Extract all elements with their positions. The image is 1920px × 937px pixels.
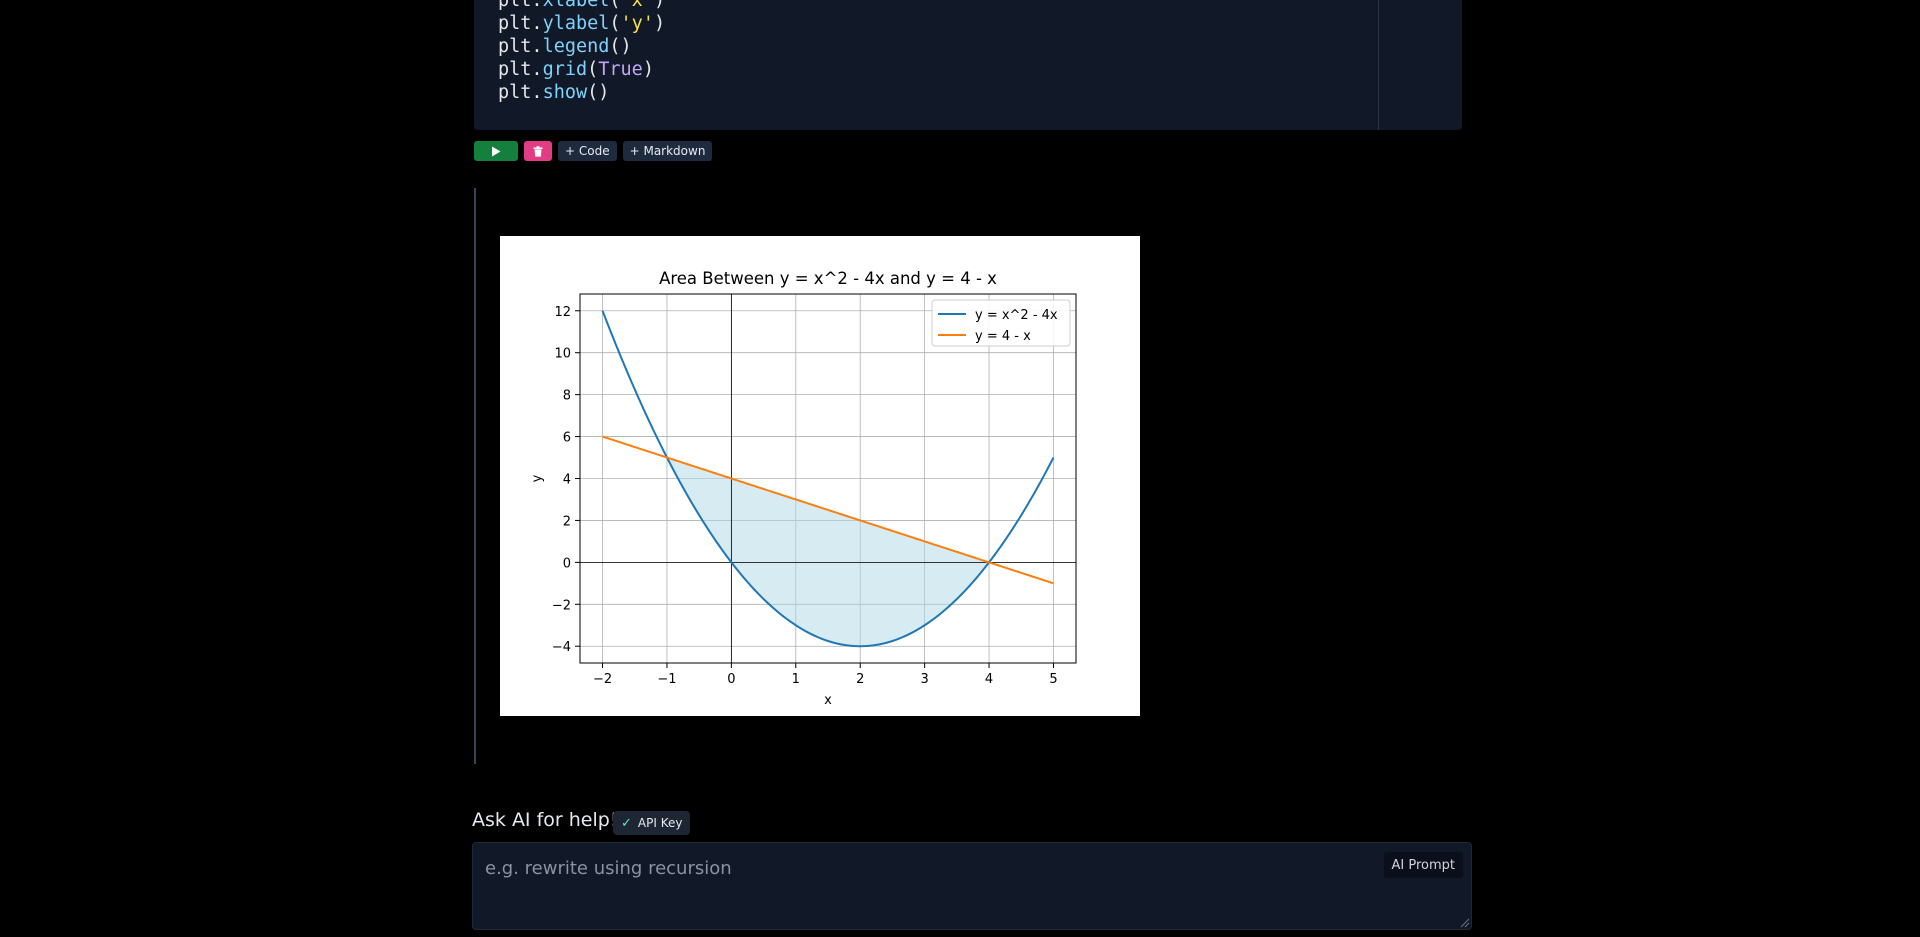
- code-cell-side-panel: [1378, 0, 1462, 130]
- y-tick-label: 8: [563, 389, 571, 404]
- play-icon: [492, 146, 501, 156]
- code-token: (): [609, 36, 632, 57]
- x-tick-label: 5: [1049, 672, 1057, 687]
- x-tick-label: 1: [792, 672, 800, 687]
- x-axis-label: x: [824, 693, 832, 708]
- y-tick-label: 10: [554, 347, 571, 362]
- code-line: plt.ylabel('y'): [498, 12, 665, 35]
- series-line: [601, 310, 1055, 648]
- code-token: xlabel: [542, 0, 610, 11]
- y-tick-label: 0: [563, 556, 571, 571]
- y-tick-label: −4: [552, 640, 571, 655]
- y-tick-label: 6: [563, 431, 571, 446]
- code-token: (): [587, 82, 610, 103]
- y-axis-label: y: [530, 474, 545, 482]
- series-line: [602, 435, 1054, 585]
- code-token: ): [653, 0, 666, 11]
- code-token: (: [587, 59, 599, 80]
- x-tick-label: 3: [920, 672, 928, 687]
- ai-prompt-container: AI Prompt: [472, 842, 1472, 930]
- legend-label: y = x^2 - 4x: [975, 308, 1058, 323]
- legend-box: [931, 299, 1071, 347]
- code-line: plt.grid(True): [498, 58, 654, 81]
- check-icon: ✓: [621, 815, 632, 831]
- code-line: plt.legend(): [498, 35, 632, 58]
- x-tick-label: −1: [657, 672, 676, 687]
- x-tick-label: −2: [593, 672, 612, 687]
- code-token: ): [642, 59, 654, 80]
- code-line: plt.show(): [498, 81, 609, 104]
- code-token: ylabel: [542, 13, 610, 34]
- code-token: plt.: [498, 36, 543, 57]
- x-tick-label: 2: [856, 672, 864, 687]
- code-token: plt.: [498, 13, 543, 34]
- output-cell-indicator: [474, 188, 476, 764]
- delete-cell-button[interactable]: [524, 141, 552, 161]
- x-tick-label: 4: [985, 672, 993, 687]
- code-token: legend: [542, 36, 610, 57]
- chart-title: Area Between y = x^2 - 4x and y = 4 - x: [659, 269, 997, 288]
- add-markdown-cell-button[interactable]: + Markdown: [622, 141, 713, 161]
- code-token: (: [609, 0, 621, 11]
- api-key-badge[interactable]: ✓ API Key: [613, 811, 691, 835]
- code-line: plt.xlabel('x'): [498, 0, 665, 12]
- code-cell[interactable]: plt.xlabel('x') plt.ylabel('y') plt.legend…: [474, 0, 1462, 130]
- code-token: show: [542, 82, 588, 103]
- code-token: True: [598, 59, 643, 80]
- code-token: grid: [542, 59, 588, 80]
- x-tick-label: 0: [727, 672, 735, 687]
- plot-output: −2 −1 0 1 2 3 4 5 −4 −2 0 2 4 6 8 10 12 Area Between y = …: [500, 236, 1140, 716]
- code-editor[interactable]: plt.xlabel('x') plt.ylabel('y') plt.legend…: [474, 0, 1378, 130]
- code-token: ): [653, 13, 666, 34]
- y-tick-label: −2: [552, 598, 571, 613]
- code-token: plt.: [498, 59, 543, 80]
- code-token: 'x': [620, 0, 654, 11]
- y-tick-label: 2: [563, 514, 571, 529]
- ai-prompt-input[interactable]: [473, 843, 1471, 929]
- ai-help-title: Ask AI for help!: [472, 809, 618, 831]
- trash-icon: [533, 145, 543, 157]
- code-token: (: [609, 13, 621, 34]
- code-token: plt.: [498, 0, 543, 11]
- ai-prompt-button[interactable]: AI Prompt: [1383, 852, 1463, 878]
- fill-between-area: [666, 457, 990, 647]
- y-tick-label: 4: [563, 473, 571, 488]
- y-tick-label: 12: [554, 305, 571, 320]
- cell-toolbar: + Code + Markdown: [474, 141, 713, 161]
- code-token: plt.: [498, 82, 543, 103]
- api-key-label: API Key: [637, 816, 683, 830]
- code-token: 'y': [620, 13, 654, 34]
- legend-label: y = 4 - x: [975, 329, 1031, 344]
- resize-grip-icon[interactable]: [1460, 918, 1470, 928]
- add-code-cell-button[interactable]: + Code: [558, 141, 617, 161]
- run-cell-button[interactable]: [474, 141, 518, 161]
